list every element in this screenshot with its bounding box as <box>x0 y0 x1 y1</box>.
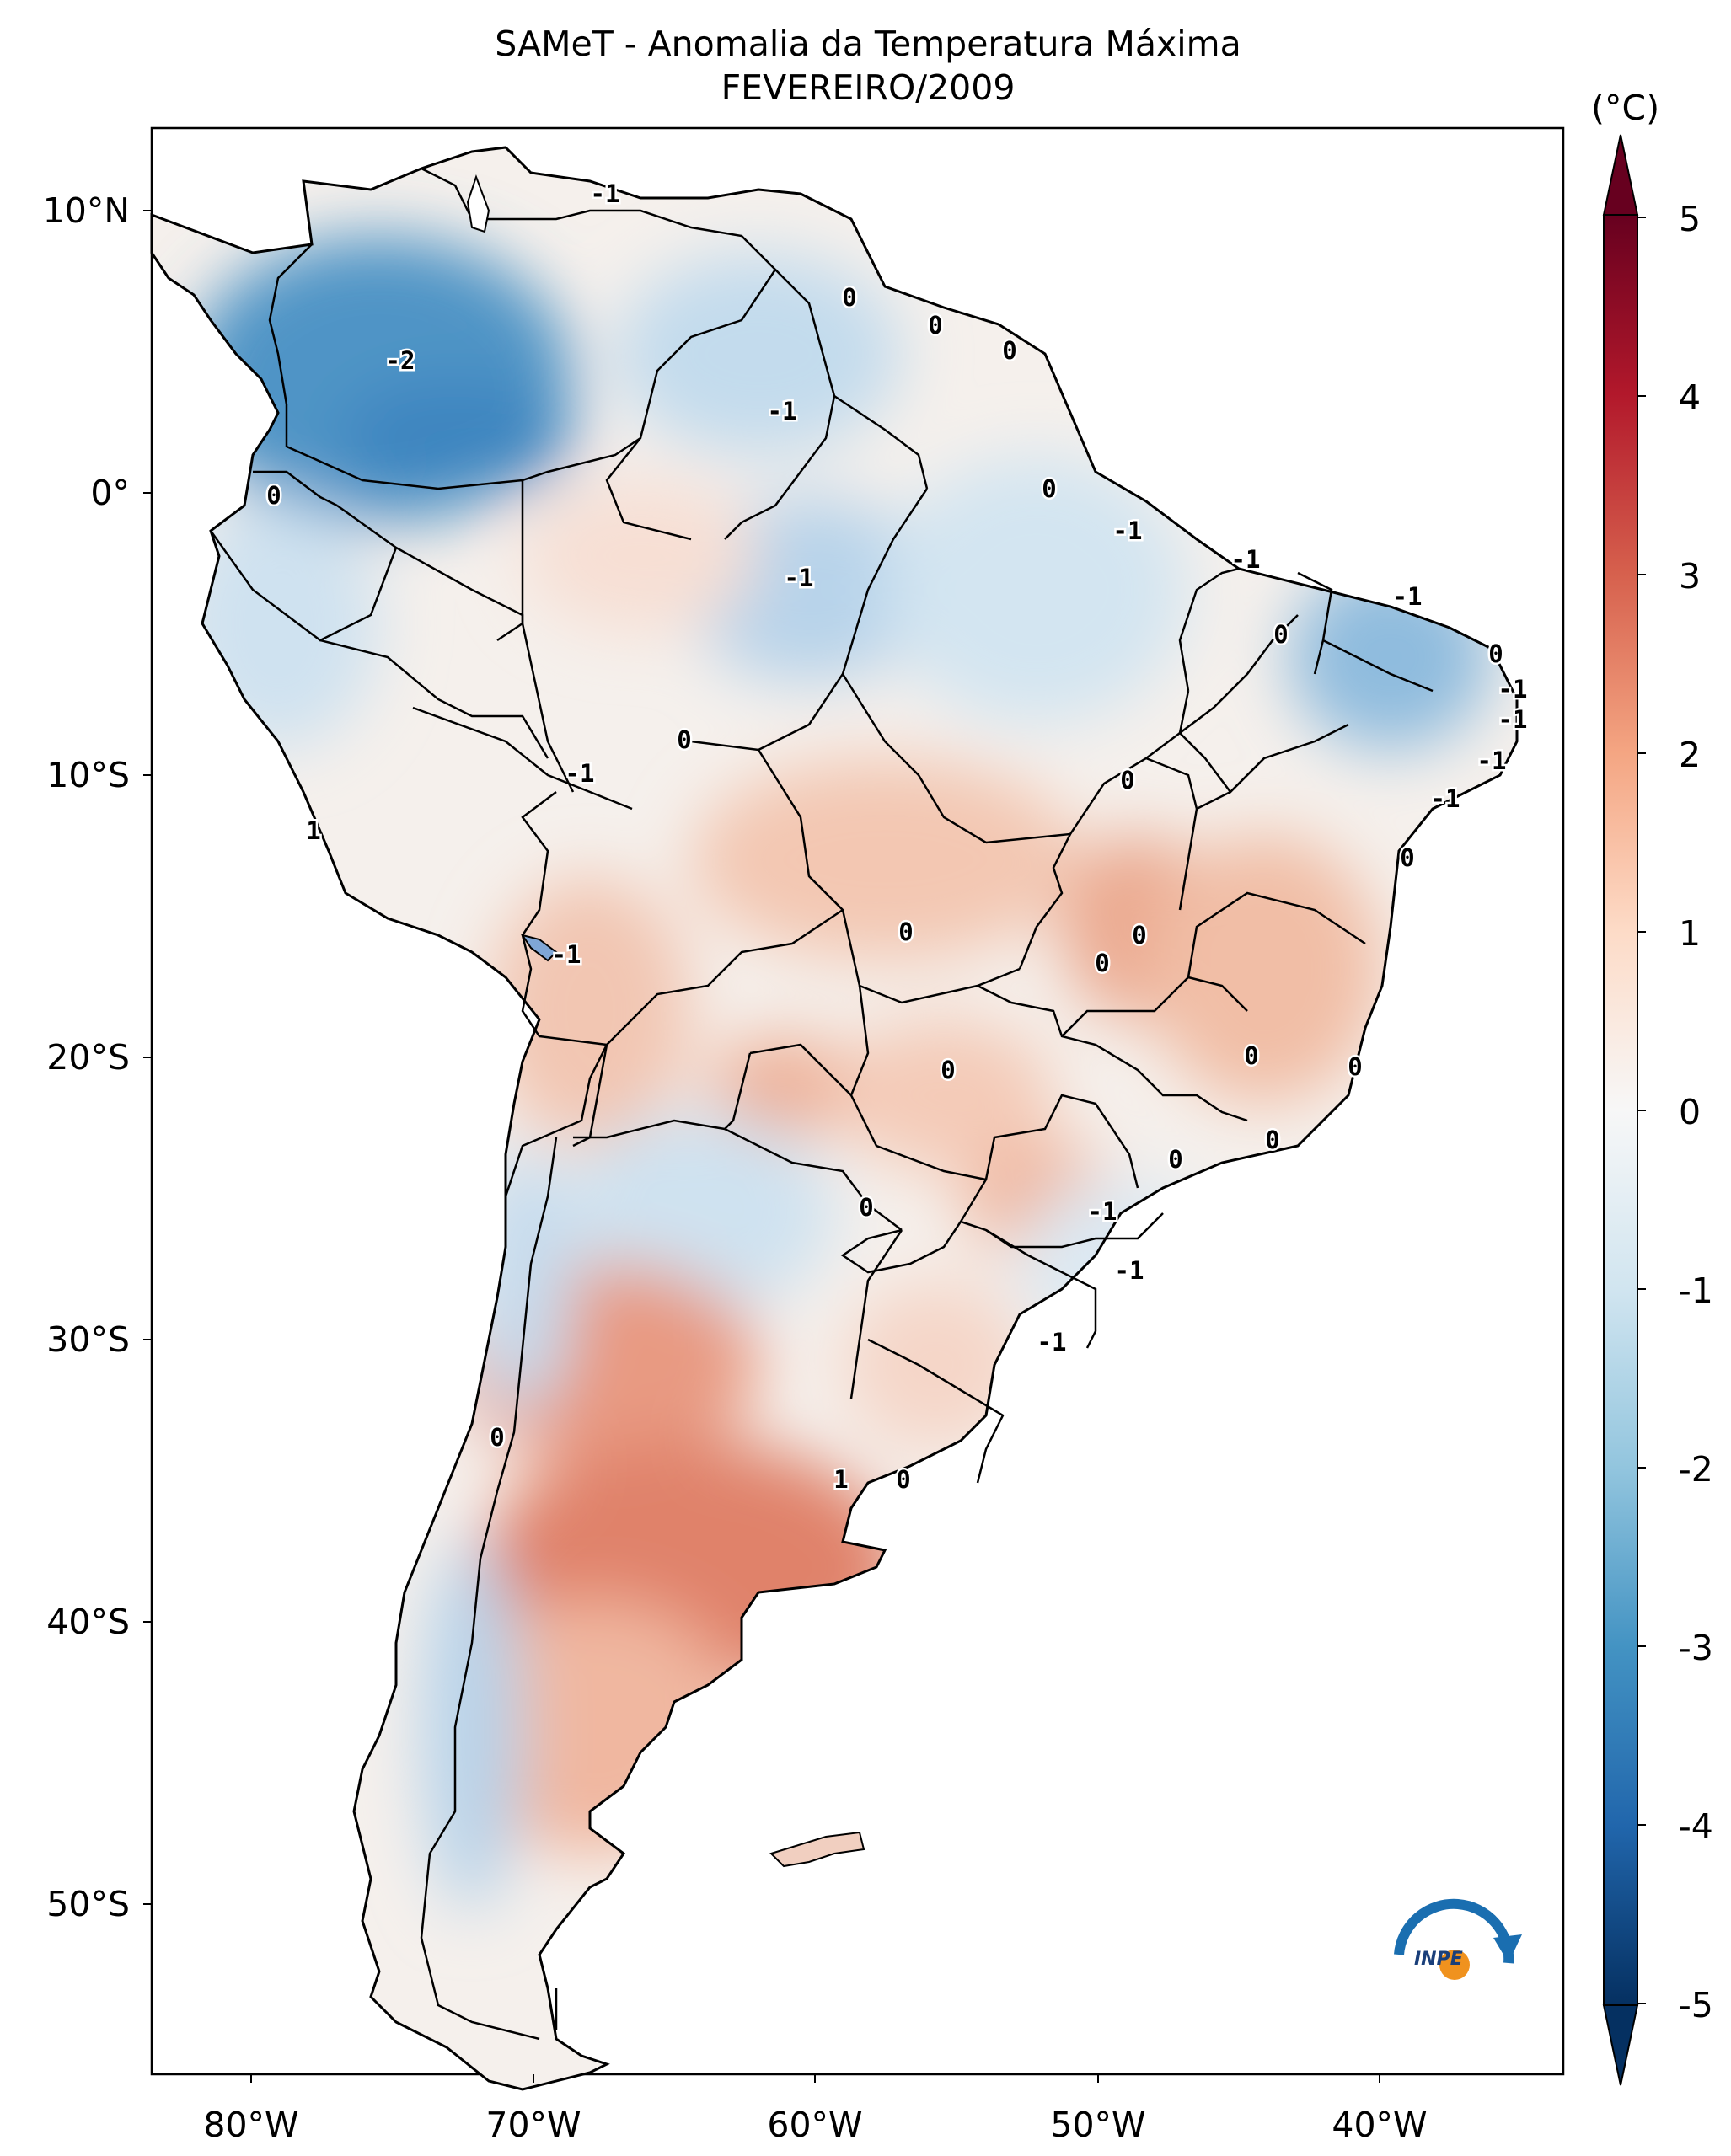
contour-label: -2 <box>386 346 415 375</box>
contour-label: 0 <box>1002 336 1016 365</box>
colorbar-tick-label: -3 <box>1679 1628 1713 1668</box>
contour-label: 0 <box>1348 1052 1362 1081</box>
logo-sun-icon <box>1439 1950 1470 1980</box>
lat-tick-label: 40°S <box>46 1602 130 1642</box>
borders <box>209 167 1434 2041</box>
contour-label: 0 <box>1095 949 1109 977</box>
lat-tick-label: 20°S <box>46 1037 130 1078</box>
contour-label: 0 <box>490 1423 504 1452</box>
contour-label: -1 <box>1393 582 1423 611</box>
contour-label: 0 <box>896 1465 910 1494</box>
map-subtitle: FEVEREIRO/2009 <box>721 67 1016 108</box>
contour-label: -1 <box>552 940 581 969</box>
colorbar-max-extend <box>1602 134 1639 216</box>
colorbar-tick-label: 3 <box>1679 556 1702 597</box>
contour-label: -1 <box>1498 675 1528 704</box>
axis-ticks <box>143 210 1380 2083</box>
contour-label: 0 <box>842 283 856 312</box>
maracaibo-lake <box>466 174 490 233</box>
contour-label: 0 <box>1132 921 1146 950</box>
map-title: SAMeT - Anomalia da Temperatura Máxima <box>495 24 1241 64</box>
colorbar-tick-label: 0 <box>1679 1092 1702 1132</box>
lake-titicaca <box>520 934 558 962</box>
contour-label: -1 <box>591 179 620 208</box>
contour-label: 0 <box>266 481 281 510</box>
contour-label: 0 <box>1400 843 1414 872</box>
contour-label: -1 <box>1088 1197 1117 1226</box>
colorbar-tick-label: 5 <box>1679 199 1702 239</box>
logo-text: INPE <box>1414 1949 1463 1970</box>
contour-label: 0 <box>941 1056 955 1084</box>
lon-tick-label: 40°W <box>1332 2105 1428 2145</box>
lat-tick-label: 0° <box>90 473 130 513</box>
contour-label: -1 <box>1477 746 1507 775</box>
lon-tick-label: 80°W <box>203 2105 299 2145</box>
inpe-logo: INPE <box>1394 1898 1522 1980</box>
contour-label: -1 <box>1037 1328 1067 1356</box>
contour-label: 0 <box>1244 1041 1258 1070</box>
colorbar-body <box>1603 214 1638 2006</box>
contour-label: 0 <box>1042 474 1056 503</box>
contour-label: 0 <box>928 311 942 340</box>
contour-label: -1 <box>565 759 595 788</box>
contour-labels: -1 -2 0 -1 -1 0 0 0 0 -1 -1 -1 0 -1 0 -1… <box>265 178 1530 1496</box>
contour-label: -1 <box>1431 784 1460 813</box>
colorbar-tick-label: -1 <box>1679 1271 1713 1311</box>
colorbar-tick-label: 2 <box>1679 735 1702 775</box>
contour-label: 0 <box>1168 1145 1182 1174</box>
lat-tick-label: 30°S <box>46 1319 130 1360</box>
lon-tick-label: 70°W <box>485 2105 581 2145</box>
contour-label: -1 <box>785 564 814 592</box>
lon-tick-label: 60°W <box>767 2105 863 2145</box>
contour-label: -1 <box>768 397 797 425</box>
lon-tick-label: 50°W <box>1050 2105 1146 2145</box>
colorbar-tick-label: -4 <box>1679 1806 1713 1847</box>
colorbar-tick-label: -2 <box>1679 1449 1713 1490</box>
colorbar-tick-label: -5 <box>1679 1985 1713 2025</box>
contour-label: 0 <box>1273 620 1288 649</box>
contour-label: -1 <box>1231 545 1261 574</box>
colorbar-tick-label: 1 <box>1679 913 1702 954</box>
colorbar-min-extend <box>1602 2004 1639 2086</box>
contour-label: 0 <box>1265 1126 1279 1154</box>
lat-tick-label: 50°S <box>46 1884 130 1924</box>
contour-label: -1 <box>1498 705 1528 734</box>
contour-label: 0 <box>677 725 691 754</box>
falkland-islands <box>769 1831 866 1868</box>
contour-label: 1 <box>306 816 320 845</box>
logo-arrow-icon <box>1493 1934 1522 1963</box>
lat-tick-label: 10°N <box>42 190 130 231</box>
contour-label: -1 <box>1113 516 1143 545</box>
lat-tick-label: 10°S <box>46 755 130 795</box>
contour-label: -1 <box>1115 1256 1144 1285</box>
contour-label: 0 <box>859 1193 873 1222</box>
colorbar-tick-label: 4 <box>1679 377 1702 418</box>
colorbar <box>1602 134 1646 2086</box>
contour-label: 0 <box>1120 766 1134 794</box>
contour-label: 0 <box>1488 639 1503 668</box>
colorbar-unit: (°C) <box>1591 88 1660 128</box>
contour-label: 1 <box>833 1465 848 1494</box>
contour-label: 0 <box>898 918 913 946</box>
